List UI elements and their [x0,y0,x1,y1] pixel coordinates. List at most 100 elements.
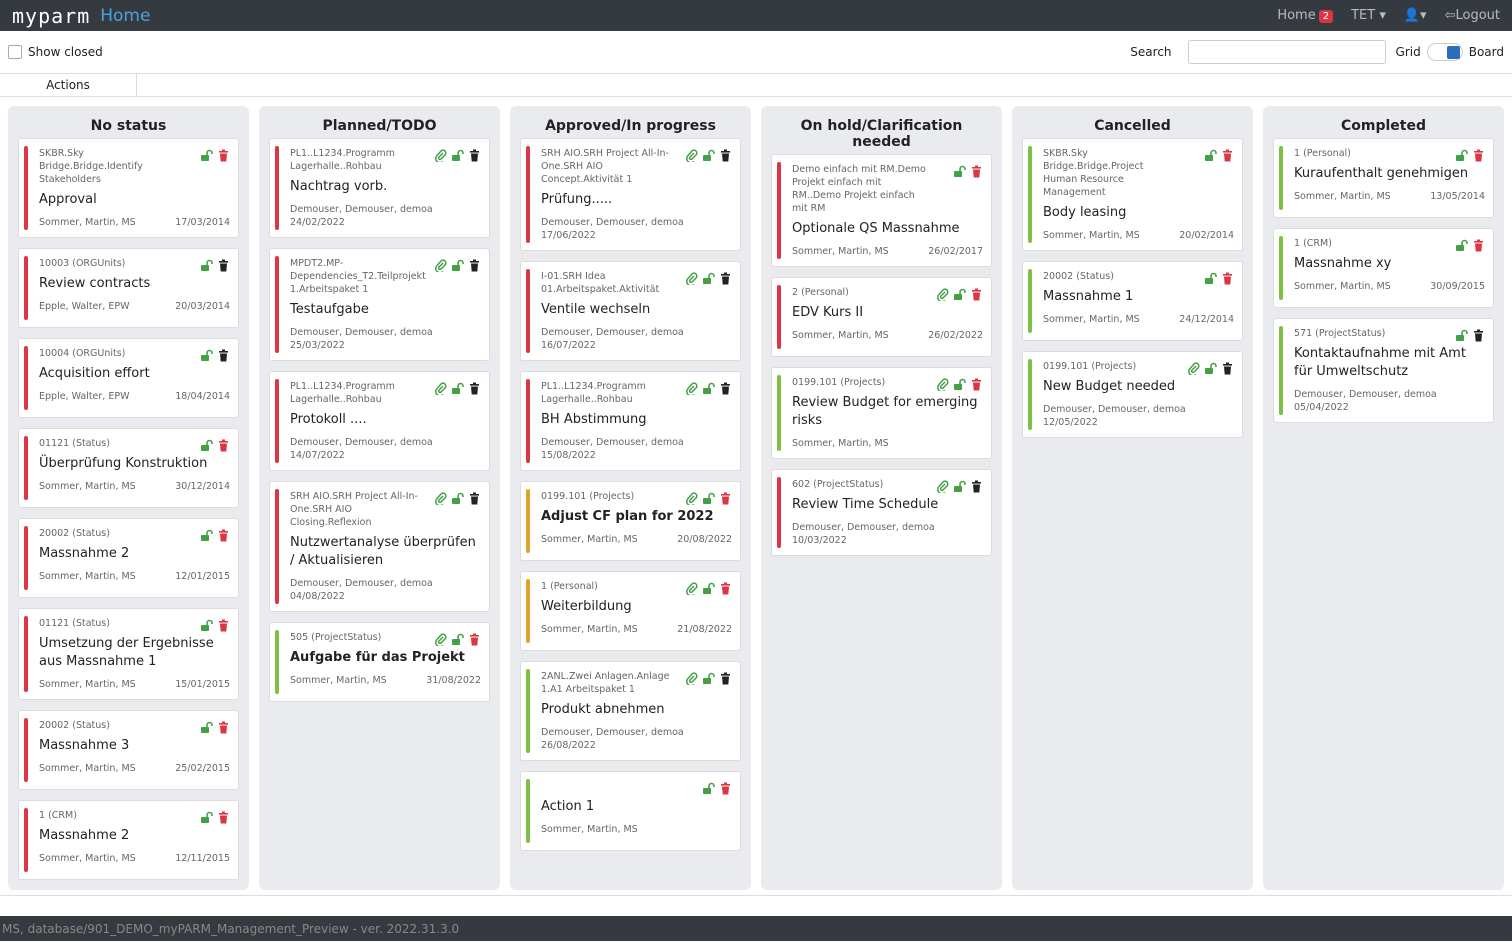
attachment-icon[interactable] [936,286,949,305]
delete-icon[interactable] [719,270,732,289]
card[interactable]: PL1..L1234.Programm Lagerhalle..Rohbau BH… [520,371,741,471]
delete-icon[interactable] [217,527,230,546]
delete-icon[interactable] [1221,270,1234,289]
delete-icon[interactable] [217,617,230,636]
delete-icon[interactable] [468,490,481,509]
card[interactable]: 20002 (Status) Massnahme 2 Sommer, Martin,… [18,518,239,598]
delete-icon[interactable] [217,719,230,738]
delete-icon[interactable] [217,347,230,366]
attachment-icon[interactable] [434,490,447,509]
delete-icon[interactable] [970,286,983,305]
delete-icon[interactable] [970,376,983,395]
card[interactable]: PL1..L1234.Programm Lagerhalle..Rohbau Pr… [269,371,490,471]
lock-icon[interactable] [702,670,715,689]
attachment-icon[interactable] [1187,360,1200,379]
delete-icon[interactable] [719,380,732,399]
attachment-icon[interactable] [936,478,949,497]
lock-icon[interactable] [702,780,715,799]
delete-icon[interactable] [1472,327,1485,346]
lock-icon[interactable] [702,147,715,166]
card[interactable]: SRH AIO.SRH Project All-In-One.SRH AIO C… [520,138,741,251]
lock-icon[interactable] [1204,270,1217,289]
attachment-icon[interactable] [434,257,447,276]
delete-icon[interactable] [468,380,481,399]
lock-icon[interactable] [702,380,715,399]
delete-icon[interactable] [719,670,732,689]
delete-icon[interactable] [1472,147,1485,166]
card[interactable]: 0199.101 (Projects) Adjust CF plan for 20… [520,481,741,561]
attachment-icon[interactable] [434,147,447,166]
logout[interactable]: ⇦Logout [1444,8,1500,23]
lock-icon[interactable] [702,580,715,599]
card[interactable]: SRH AIO.SRH Project All-In-One.SRH AIO C… [269,481,490,612]
card[interactable]: SKBR.Sky Bridge.Bridge.Project Human Res… [1022,138,1243,251]
attachment-icon[interactable] [434,380,447,399]
card[interactable]: 2 (Personal) EDV Kurs II Sommer, Martin, M… [771,277,992,357]
delete-icon[interactable] [719,147,732,166]
card[interactable]: 01121 (Status) Überprüfung Konstruktion So… [18,428,239,508]
delete-icon[interactable] [1221,360,1234,379]
lock-icon[interactable] [200,617,213,636]
delete-icon[interactable] [217,437,230,456]
card[interactable]: 20002 (Status) Massnahme 1 Sommer, Martin,… [1022,261,1243,341]
card[interactable]: 505 (ProjectStatus) Aufgabe für das Proje… [269,622,490,702]
card[interactable]: 01121 (Status) Umsetzung der Ergebnisse a… [18,608,239,700]
lock-icon[interactable] [1455,327,1468,346]
card[interactable]: 571 (ProjectStatus) Kontaktaufnahme mit A… [1273,318,1494,423]
delete-icon[interactable] [970,478,983,497]
lock-icon[interactable] [702,270,715,289]
lock-icon[interactable] [200,809,213,828]
lock-icon[interactable] [200,527,213,546]
lock-icon[interactable] [953,376,966,395]
card[interactable]: 1 (Personal) Weiterbildung Sommer, Martin,… [520,571,741,651]
lock-icon[interactable] [1455,147,1468,166]
lock-icon[interactable] [200,437,213,456]
lock-icon[interactable] [451,490,464,509]
view-toggle[interactable] [1426,43,1463,61]
delete-icon[interactable] [719,580,732,599]
card[interactable]: MPDT2.MP-Dependencies_T2.Teilprojekt 1.A… [269,248,490,361]
lock-icon[interactable] [1455,237,1468,256]
attachment-icon[interactable] [685,580,698,599]
attachment-icon[interactable] [685,147,698,166]
user-menu[interactable]: 👤▾ [1403,8,1427,23]
lock-icon[interactable] [451,147,464,166]
card[interactable]: 1 (Personal) Kuraufenthalt genehmigen Somm… [1273,138,1494,218]
delete-icon[interactable] [970,163,983,182]
card[interactable]: 0199.101 (Projects) Review Budget for eme… [771,367,992,459]
lock-icon[interactable] [451,257,464,276]
attachment-icon[interactable] [685,380,698,399]
card[interactable]: SKBR.Sky Bridge.Bridge.Identify Stakehol… [18,138,239,238]
card[interactable]: Action 1 Sommer, Martin, MS [520,771,741,851]
delete-icon[interactable] [468,257,481,276]
delete-icon[interactable] [217,147,230,166]
attachment-icon[interactable] [936,376,949,395]
nav-user[interactable]: TET ▾ [1351,8,1386,23]
delete-icon[interactable] [719,490,732,509]
delete-icon[interactable] [719,780,732,799]
lock-icon[interactable] [1204,360,1217,379]
attachment-icon[interactable] [685,270,698,289]
checkbox[interactable] [8,45,22,59]
delete-icon[interactable] [468,631,481,650]
card[interactable]: 10003 (ORGUnits) Review contracts Epple, W… [18,248,239,328]
attachment-icon[interactable] [685,670,698,689]
lock-icon[interactable] [200,257,213,276]
card[interactable]: I-01.SRH Idea 01.Arbeitspaket.Aktivität V… [520,261,741,361]
delete-icon[interactable] [468,147,481,166]
card[interactable]: 0199.101 (Projects) New Budget needed Demo… [1022,351,1243,438]
lock-icon[interactable] [953,286,966,305]
lock-icon[interactable] [200,147,213,166]
nav-home[interactable]: Home 2 [1277,8,1334,23]
card[interactable]: 602 (ProjectStatus) Review Time Schedule D… [771,469,992,556]
lock-icon[interactable] [953,163,966,182]
delete-icon[interactable] [1472,237,1485,256]
card[interactable]: 1 (CRM) Massnahme 2 Sommer, Martin, MS 12/1… [18,800,239,880]
delete-icon[interactable] [217,809,230,828]
attachment-icon[interactable] [685,490,698,509]
card[interactable]: 20002 (Status) Massnahme 3 Sommer, Martin,… [18,710,239,790]
lock-icon[interactable] [200,347,213,366]
attachment-icon[interactable] [434,631,447,650]
card[interactable]: PL1..L1234.Programm Lagerhalle..Rohbau Na… [269,138,490,238]
lock-icon[interactable] [953,478,966,497]
